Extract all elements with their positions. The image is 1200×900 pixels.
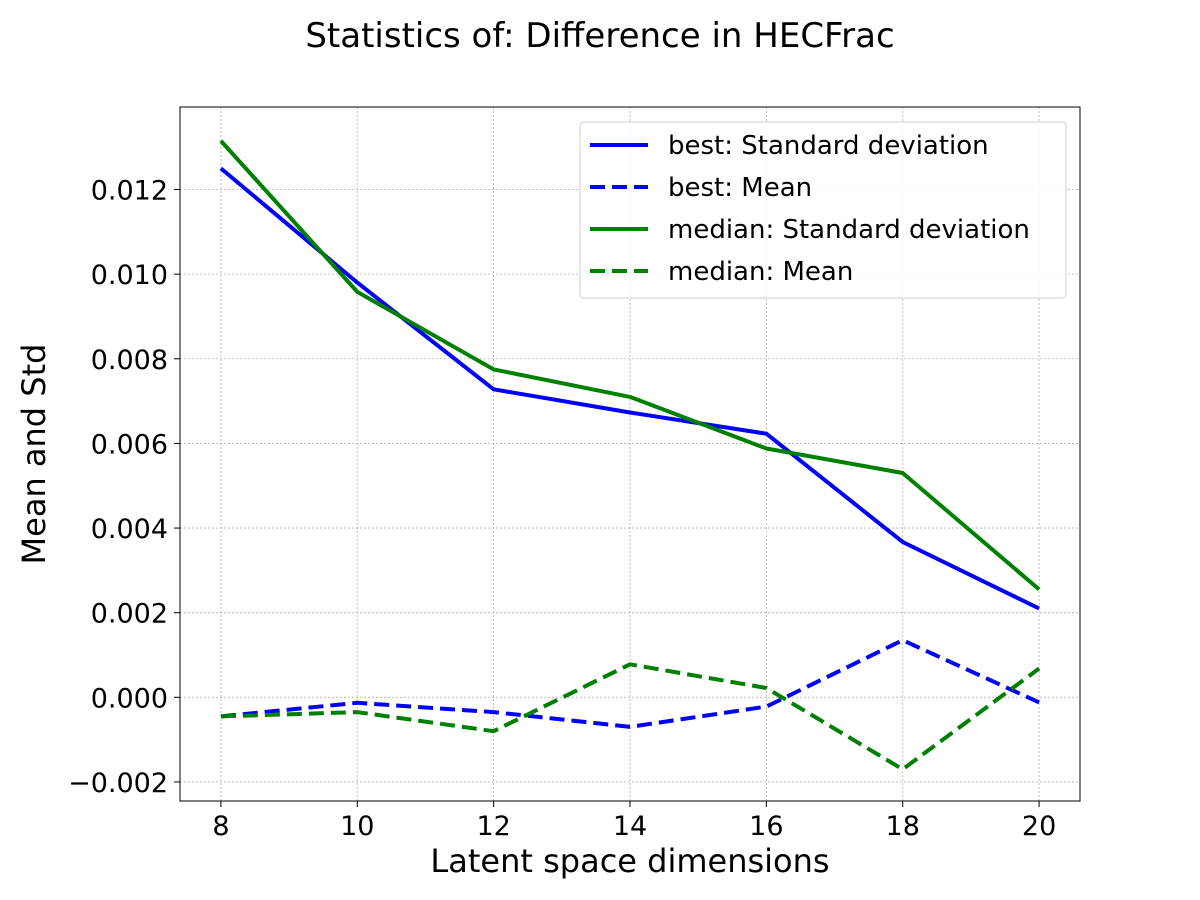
x-tick-label: 12 — [476, 811, 510, 842]
series-line-0 — [219, 166, 1040, 611]
y-tick-label: 0.006 — [91, 429, 168, 460]
legend-label: best: Mean — [668, 173, 812, 203]
y-tick-label: 0.008 — [91, 345, 168, 376]
series-line-1 — [220, 638, 1040, 729]
y-tick-label: 0.004 — [91, 514, 168, 545]
series-line-2 — [219, 139, 1041, 591]
x-tick-label: 20 — [1022, 811, 1056, 842]
series-line-3 — [220, 662, 1041, 772]
series-lines — [219, 139, 1041, 772]
legend-label: median: Mean — [668, 257, 853, 287]
x-tick-label: 14 — [613, 811, 647, 842]
y-tick-label: 0.000 — [91, 683, 168, 714]
x-axis-label: Latent space dimensions — [430, 842, 829, 880]
y-tick-label: 0.012 — [91, 176, 168, 207]
legend-box — [579, 121, 1067, 299]
legend-label: median: Standard deviation — [668, 215, 1030, 245]
grid — [180, 107, 1080, 801]
y-axis-ticks: −0.002 0.000 0.002 0.004 0.006 0.008 0.010 0.01… — [68, 176, 180, 799]
x-tick-label: 18 — [886, 811, 920, 842]
legend-label: best: Standard deviation — [668, 131, 989, 161]
chart-title: Statistics of: Difference in HECFrac — [305, 16, 894, 56]
y-tick-label: 0.010 — [91, 260, 168, 291]
x-tick-label: 16 — [749, 811, 783, 842]
legend: best: Standard deviation best: Mean median… — [579, 121, 1067, 299]
x-tick-label: 10 — [340, 811, 374, 842]
x-axis-ticks: 8 10 12 14 16 18 20 — [212, 801, 1056, 842]
y-tick-label: 0.002 — [91, 599, 168, 630]
x-tick-label: 8 — [212, 811, 229, 842]
y-axis-label: Mean and Std — [15, 344, 53, 565]
y-tick-label: −0.002 — [68, 768, 168, 799]
